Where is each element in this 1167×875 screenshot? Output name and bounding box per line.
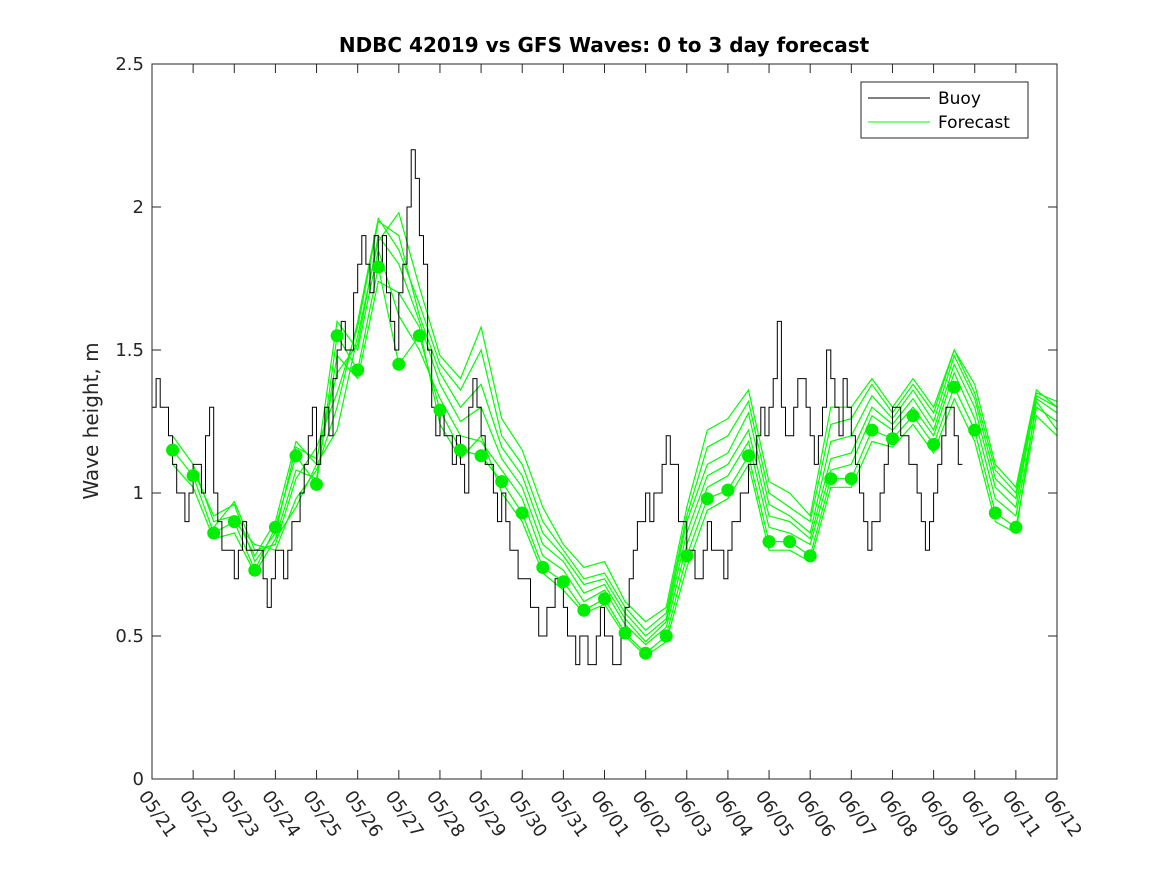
analysis-marker xyxy=(186,469,200,483)
legend-forecast-label: Forecast xyxy=(938,113,1010,133)
analysis-marker xyxy=(721,483,735,497)
analysis-markers xyxy=(166,260,1023,660)
analysis-marker xyxy=(207,526,221,540)
analysis-marker xyxy=(556,575,570,589)
analysis-marker xyxy=(248,563,262,577)
y-tick-label: 1 xyxy=(133,483,144,504)
y-tick-label: 2.5 xyxy=(115,54,144,75)
analysis-marker xyxy=(330,329,344,343)
y-axis-label: Wave height, m xyxy=(79,342,103,499)
analysis-marker xyxy=(803,549,817,563)
chart-title: NDBC 42019 vs GFS Waves: 0 to 3 day fore… xyxy=(339,33,870,57)
analysis-marker xyxy=(166,443,180,457)
forecast-line-6 xyxy=(233,216,1058,632)
analysis-marker xyxy=(577,603,591,617)
y-tick-label: 0.5 xyxy=(115,626,144,647)
analysis-marker xyxy=(865,423,879,437)
legend-buoy-label: Buoy xyxy=(938,89,981,109)
analysis-marker xyxy=(268,520,282,534)
analysis-marker xyxy=(536,560,550,574)
analysis-marker xyxy=(618,626,632,640)
analysis-marker xyxy=(495,475,509,489)
analysis-marker xyxy=(227,515,241,529)
analysis-marker xyxy=(947,380,961,394)
analysis-marker xyxy=(824,472,838,486)
analysis-marker xyxy=(392,357,406,371)
analysis-marker xyxy=(371,260,385,274)
analysis-marker xyxy=(454,443,467,457)
analysis-marker xyxy=(310,477,323,491)
analysis-marker xyxy=(844,472,858,486)
analysis-marker xyxy=(742,449,755,463)
forecast-line-7 xyxy=(274,211,1058,623)
analysis-marker xyxy=(1009,520,1023,534)
plot-background xyxy=(152,64,1057,779)
plot-area xyxy=(152,64,1057,779)
analysis-marker xyxy=(700,492,714,506)
y-tick-label: 2 xyxy=(133,197,144,218)
analysis-marker xyxy=(639,646,653,660)
y-tick-label: 0 xyxy=(133,769,144,790)
analysis-marker xyxy=(412,329,426,343)
analysis-marker xyxy=(433,403,447,417)
buoy-line xyxy=(152,149,963,666)
analysis-marker xyxy=(783,535,797,549)
legend-box xyxy=(860,81,1029,139)
analysis-marker xyxy=(351,363,365,377)
analysis-marker xyxy=(927,437,941,451)
y-tick-label: 1.5 xyxy=(115,340,144,361)
analysis-marker xyxy=(680,549,694,563)
analysis-marker xyxy=(659,629,673,643)
analysis-marker xyxy=(988,506,1002,520)
analysis-marker xyxy=(474,449,488,463)
analysis-marker xyxy=(906,409,920,423)
analysis-marker xyxy=(515,506,529,520)
analysis-marker xyxy=(762,535,776,549)
analysis-marker xyxy=(289,449,303,463)
analysis-marker xyxy=(886,432,899,446)
analysis-marker xyxy=(598,592,611,606)
buoy-series-line xyxy=(152,149,963,666)
legend: Buoy Forecast xyxy=(860,81,1029,139)
analysis-marker xyxy=(968,423,982,437)
